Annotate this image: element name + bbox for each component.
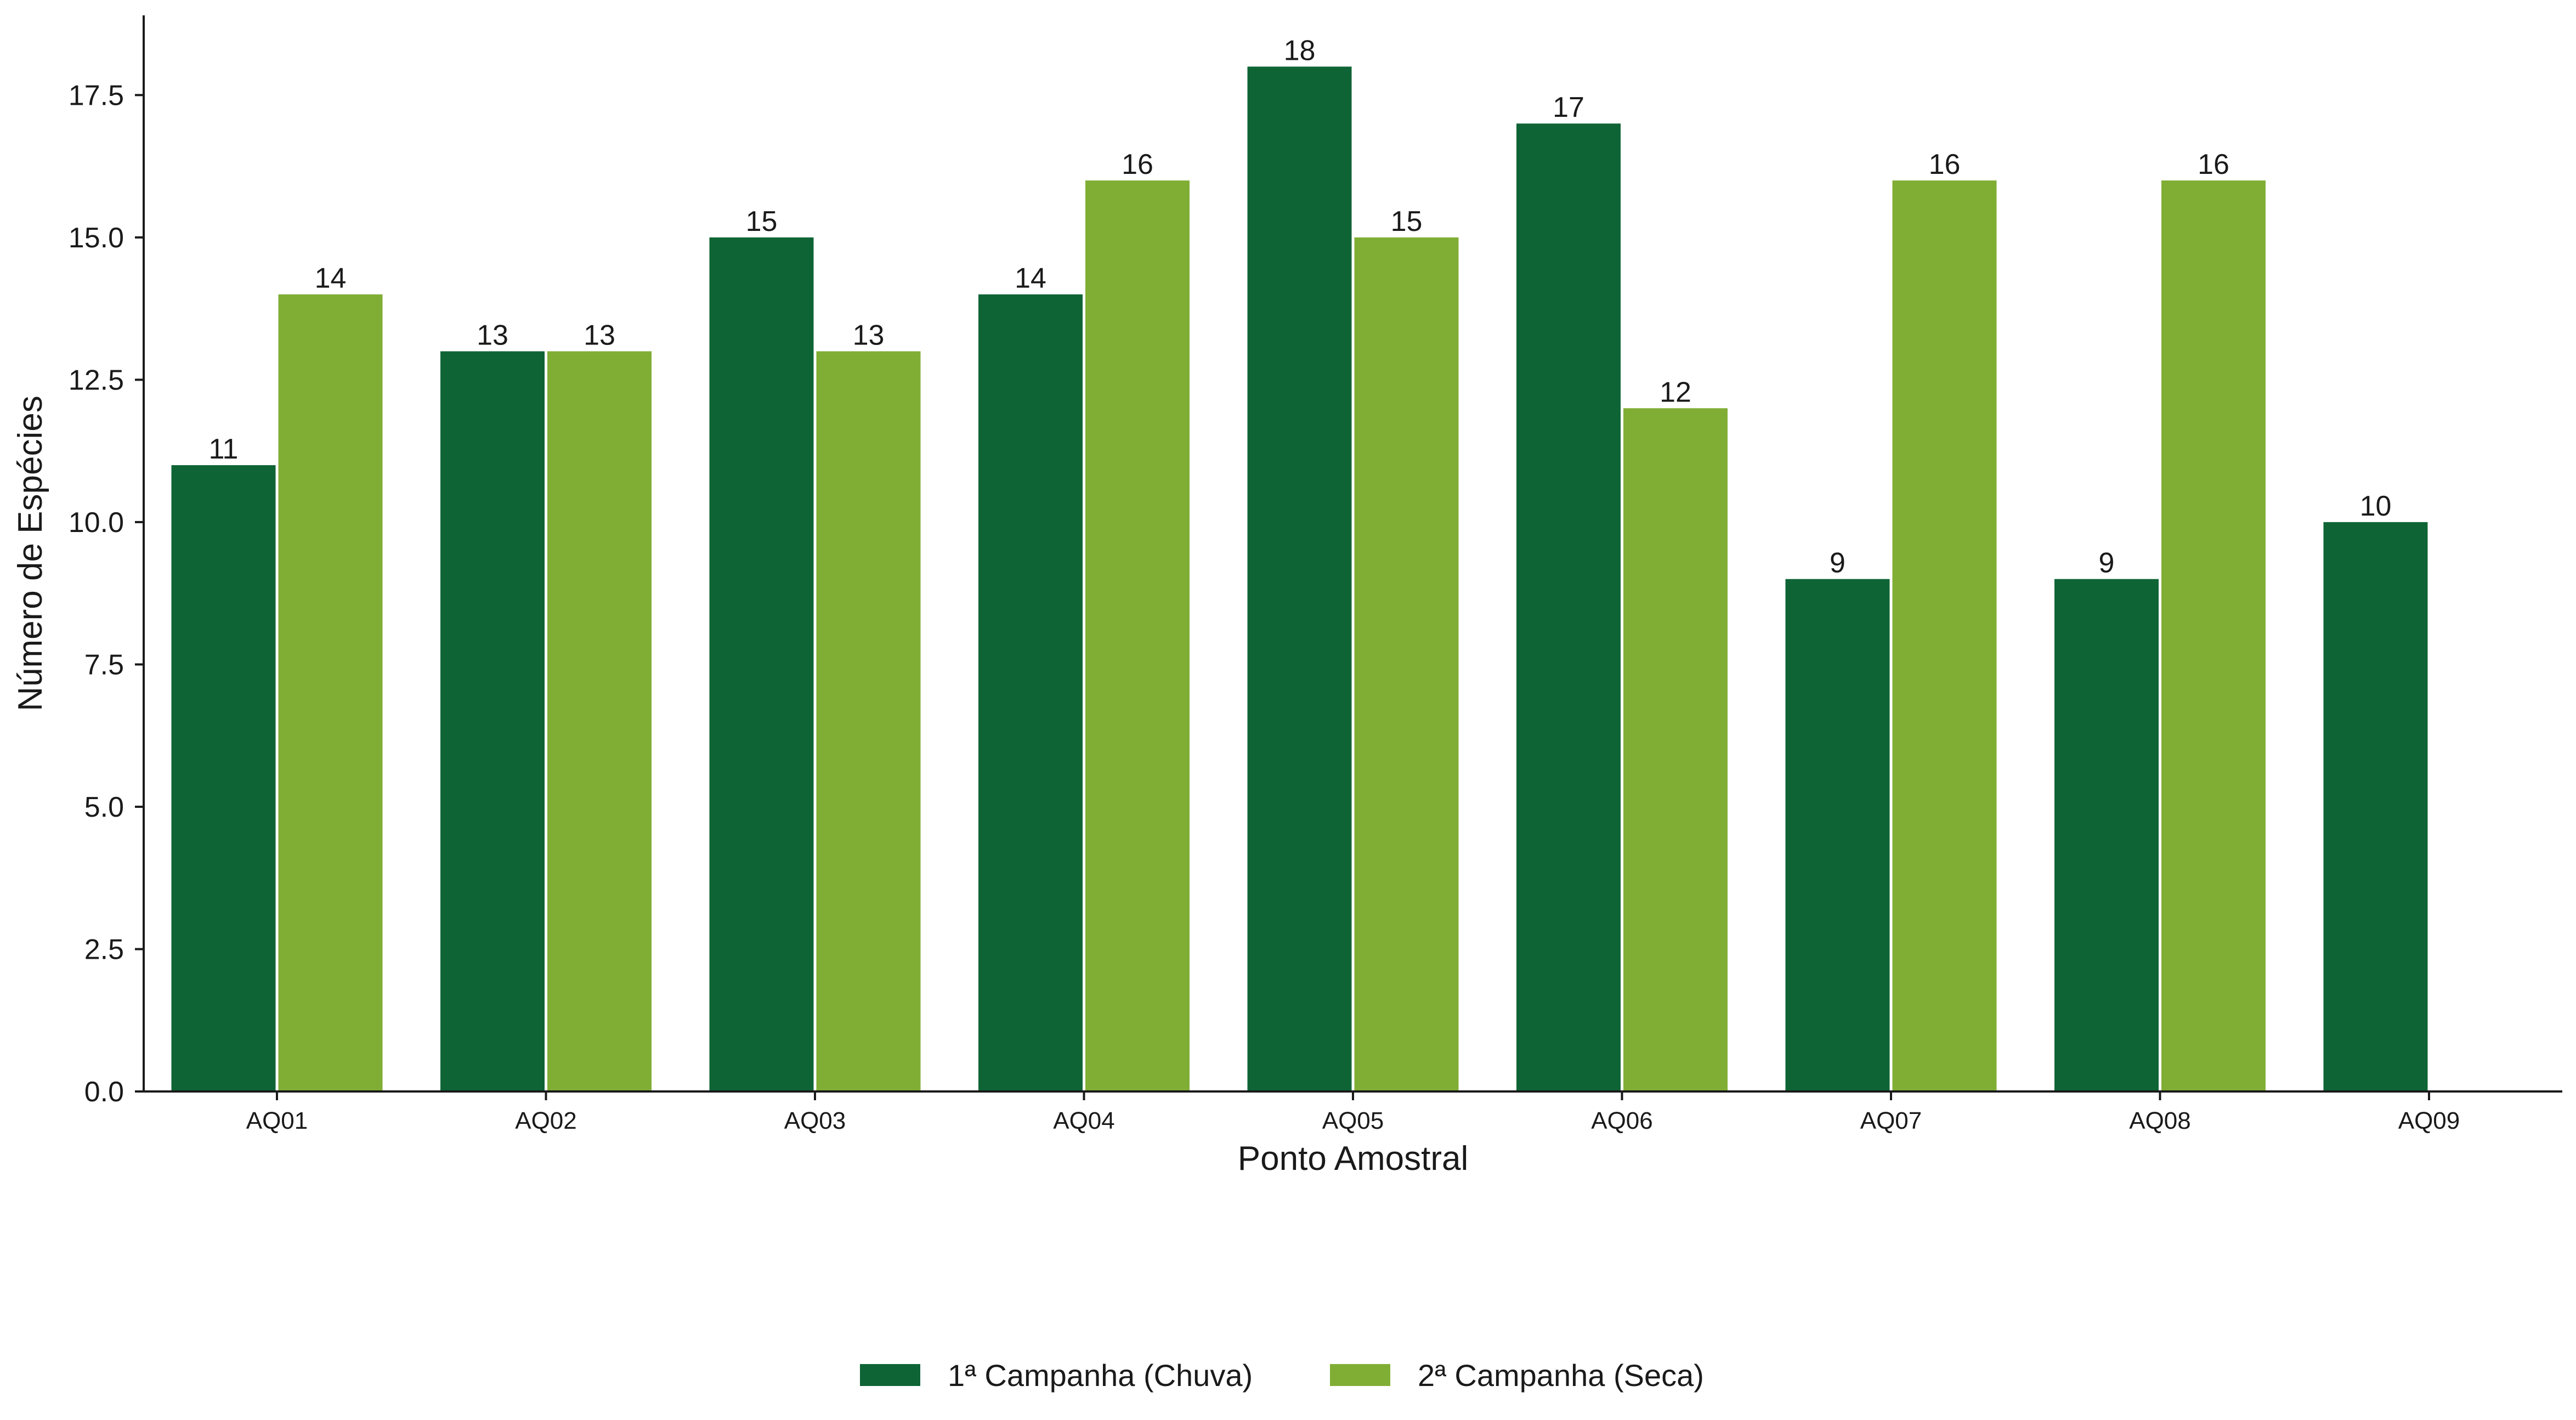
bar-aq08-series-1	[2054, 579, 2159, 1091]
x-axis-title: Ponto Amostral	[1238, 1140, 1468, 1178]
data-label-aq04-series-2: 16	[1122, 149, 1153, 180]
legend: 1ª Campanha (Chuva) 2ª Campanha (Seca)	[860, 1358, 1704, 1393]
data-label-aq04-series-1: 14	[1015, 263, 1046, 295]
bar-aq05-series-1	[1247, 66, 1352, 1091]
x-tick-label-aq08: AQ08	[2129, 1107, 2191, 1134]
x-tick-label-aq06: AQ06	[1591, 1107, 1653, 1134]
x-tick-label-aq03: AQ03	[784, 1107, 846, 1134]
y-tick-label: 2.5	[84, 934, 124, 965]
legend-label-series-2: 2ª Campanha (Seca)	[1418, 1358, 1704, 1393]
data-label-aq03-series-2: 13	[853, 319, 885, 351]
data-label-aq05-series-2: 15	[1391, 206, 1423, 237]
data-label-aq03-series-1: 15	[746, 206, 778, 237]
x-tick-label-aq01: AQ01	[246, 1107, 308, 1134]
bars-layer	[171, 66, 2428, 1092]
data-labels-layer: 11 14 13 13 15 13 14 16 18 15 17 12 9 16 9 16 10	[209, 35, 2392, 579]
bar-aq03-series-1	[709, 237, 814, 1091]
data-label-aq01-series-2: 14	[315, 263, 347, 295]
data-label-aq06-series-2: 12	[1660, 376, 1691, 408]
x-tick-label-aq09: AQ09	[2398, 1107, 2460, 1134]
data-label-aq09-series-1: 10	[2360, 490, 2392, 522]
data-label-aq05-series-1: 18	[1284, 35, 1316, 66]
x-tick-label-aq05: AQ05	[1322, 1107, 1384, 1134]
axes-layer: 0.0 2.5 5.0 7.5 10.0 12.5 15.0 17.5 AQ01 AQ02 AQ03…	[69, 15, 2562, 1134]
data-label-aq07-series-2: 16	[1929, 149, 1961, 180]
bar-aq08-series-2	[2161, 180, 2266, 1091]
bar-aq01-series-1	[171, 465, 276, 1091]
data-label-aq07-series-1: 9	[1830, 547, 1845, 579]
legend-swatch-series-1	[860, 1364, 920, 1386]
bar-aq07-series-2	[1892, 180, 1997, 1091]
y-axis-title: Número de Espécies	[12, 395, 49, 711]
data-label-aq02-series-2: 13	[584, 319, 615, 351]
data-label-aq02-series-1: 13	[477, 319, 508, 351]
bar-aq06-series-1	[1516, 123, 1621, 1092]
x-tick-label-aq07: AQ07	[1860, 1107, 1922, 1134]
x-tick-label-aq04: AQ04	[1053, 1107, 1115, 1134]
legend-label-series-1: 1ª Campanha (Chuva)	[948, 1358, 1253, 1393]
data-label-aq01-series-1: 11	[209, 433, 239, 465]
y-tick-label: 10.0	[69, 507, 124, 539]
bar-aq01-series-2	[278, 294, 383, 1091]
y-tick-label: 15.0	[69, 222, 124, 254]
y-tick-label: 12.5	[69, 364, 124, 396]
bar-aq02-series-2	[547, 351, 652, 1091]
bar-aq09-series-1	[2323, 522, 2428, 1091]
data-label-aq08-series-2: 16	[2198, 149, 2229, 180]
y-tick-label: 0.0	[84, 1076, 124, 1108]
data-label-aq06-series-1: 17	[1553, 92, 1584, 123]
bar-aq02-series-1	[440, 351, 545, 1091]
bar-aq04-series-1	[978, 294, 1083, 1091]
data-label-aq08-series-1: 9	[2099, 547, 2115, 579]
bar-aq06-series-2	[1623, 408, 1728, 1092]
bar-aq05-series-2	[1354, 237, 1459, 1091]
y-tick-label: 7.5	[84, 649, 124, 681]
bar-aq04-series-2	[1085, 180, 1190, 1091]
legend-swatch-series-2	[1330, 1364, 1390, 1386]
bar-aq07-series-1	[1785, 579, 1890, 1091]
y-tick-label: 17.5	[69, 80, 124, 111]
y-tick-label: 5.0	[84, 791, 124, 823]
bar-aq03-series-2	[816, 351, 921, 1091]
x-tick-label-aq02: AQ02	[515, 1107, 577, 1134]
